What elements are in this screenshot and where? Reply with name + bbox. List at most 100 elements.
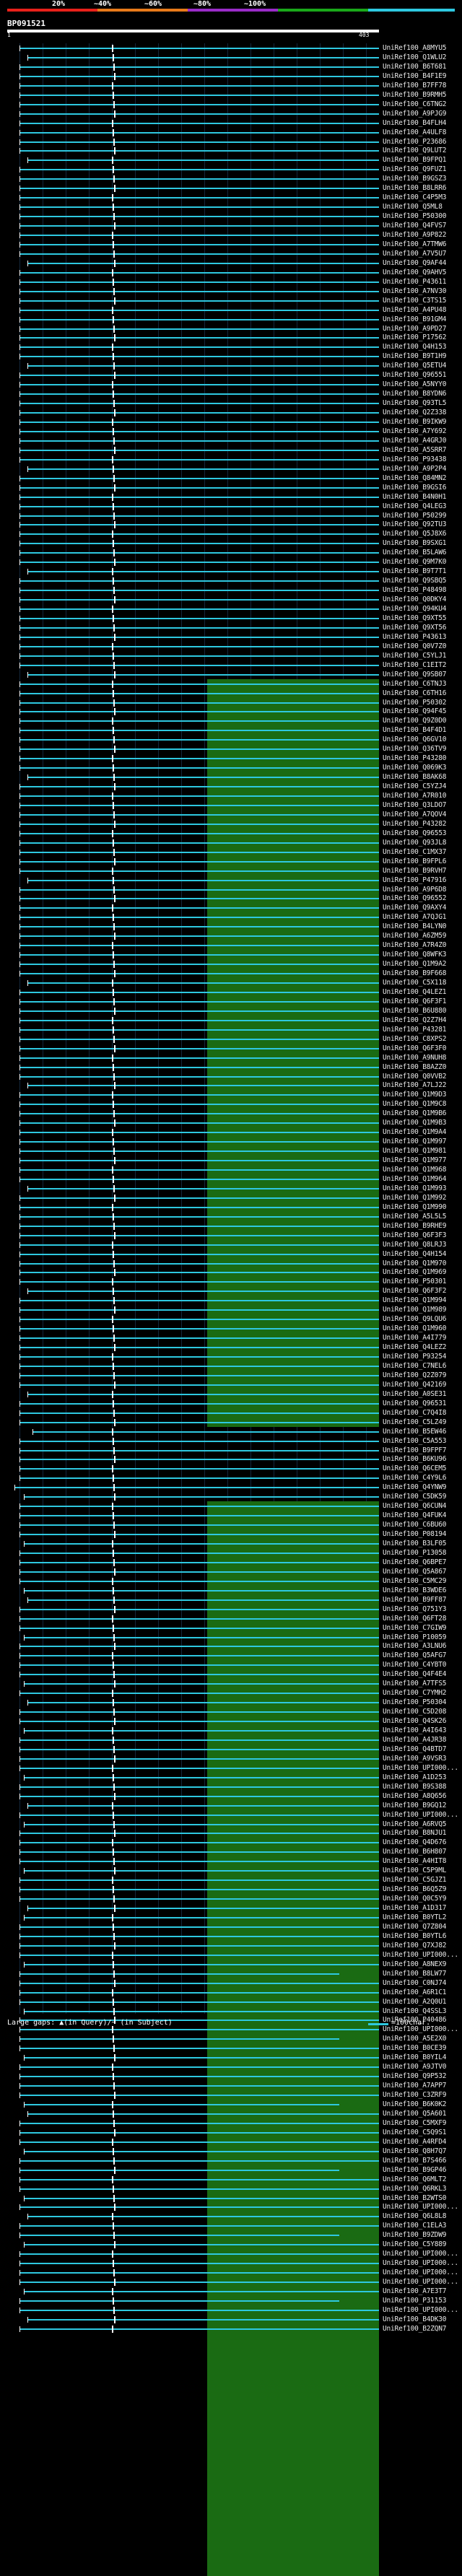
- hit-accession-link[interactable]: UniRef100_C4YBT0: [383, 1661, 447, 1669]
- hit-accession-link[interactable]: UniRef100_Q6L8L8: [383, 2212, 447, 2221]
- hit-accession-link[interactable]: UniRef100_Q0VVB2: [383, 1072, 447, 1080]
- hit-accession-link[interactable]: UniRef100_Q2Z079: [383, 1371, 447, 1379]
- hit-accession-link[interactable]: UniRef100_B6T681: [383, 62, 447, 71]
- hit-accession-link[interactable]: UniRef100_Q1M9C8: [383, 1100, 447, 1109]
- hit-accession-link[interactable]: UniRef100_C6TNG2: [383, 100, 447, 108]
- hit-accession-link[interactable]: UniRef100_A9VSR3: [383, 1754, 447, 1763]
- hit-accession-link[interactable]: UniRef100_Q4BTD7: [383, 1745, 447, 1753]
- hit-accession-link[interactable]: UniRef100_P08194: [383, 1530, 447, 1539]
- hit-accession-link[interactable]: UniRef100_A4PU48: [383, 305, 447, 314]
- hit-accession-link[interactable]: UniRef100_A4JR38: [383, 1735, 447, 1744]
- hit-accession-link[interactable]: UniRef100_C5D208: [383, 1708, 447, 1716]
- hit-accession-link[interactable]: UniRef100_P43613: [383, 632, 447, 641]
- hit-accession-link[interactable]: UniRef100_Q4SSL3: [383, 2007, 447, 2015]
- hit-accession-link[interactable]: UniRef100_B2ZQN7: [383, 2324, 447, 2333]
- hit-accession-link[interactable]: UniRef100_A7TFS5: [383, 1680, 447, 1688]
- hit-accession-link[interactable]: UniRef100_Q94F45: [383, 707, 447, 716]
- hit-accession-link[interactable]: UniRef100_A1D253: [383, 1773, 447, 1781]
- hit-accession-link[interactable]: UniRef100_A3LNU6: [383, 1642, 447, 1651]
- hit-accession-link[interactable]: UniRef100_B9F668: [383, 969, 447, 978]
- hit-accession-link[interactable]: UniRef100_Q7Z804: [383, 1922, 447, 1931]
- hit-accession-link[interactable]: UniRef100_B4F1E9: [383, 71, 447, 80]
- hit-accession-link[interactable]: UniRef100_Q1M992: [383, 1193, 447, 1202]
- hit-accession-link[interactable]: UniRef100_Q1M9A2: [383, 960, 447, 969]
- hit-accession-link[interactable]: UniRef100_Q5ML8: [383, 203, 443, 211]
- hit-accession-link[interactable]: UniRef100_A6R1C1: [383, 1988, 447, 1996]
- hit-accession-link[interactable]: UniRef100_P93254: [383, 1353, 447, 1361]
- hit-accession-link[interactable]: UniRef100_B8AZZ0: [383, 1062, 447, 1071]
- hit-accession-link[interactable]: UniRef100_Q751Y3: [383, 1604, 447, 1613]
- hit-accession-link[interactable]: UniRef100_B6KU96: [383, 1455, 447, 1464]
- hit-accession-link[interactable]: UniRef100_B9FPQ1: [383, 156, 447, 165]
- hit-accession-link[interactable]: UniRef100_A4HIT8: [383, 1857, 447, 1866]
- hit-accession-link[interactable]: UniRef100_C6TH16: [383, 689, 447, 697]
- hit-accession-link[interactable]: UniRef100_B0CE39: [383, 2044, 447, 2053]
- hit-accession-link[interactable]: UniRef100_P93438: [383, 455, 447, 463]
- hit-accession-link[interactable]: UniRef100_C8XPS2: [383, 1034, 447, 1043]
- hit-accession-link[interactable]: UniRef100_Q9LUT2: [383, 147, 447, 155]
- hit-accession-link[interactable]: UniRef100_B9IKW9: [383, 418, 447, 426]
- hit-accession-link[interactable]: UniRef100_B9T1H9: [383, 352, 447, 361]
- hit-accession-link[interactable]: UniRef100_Q5AFG7: [383, 1651, 447, 1660]
- hit-accession-link[interactable]: UniRef100_UPI000...: [383, 2269, 458, 2277]
- hit-accession-link[interactable]: UniRef100_C5Q9S1: [383, 2128, 447, 2136]
- hit-accession-link[interactable]: UniRef100_P50299: [383, 511, 447, 520]
- hit-accession-link[interactable]: UniRef100_B0YIL4: [383, 2053, 447, 2062]
- hit-accession-link[interactable]: UniRef100_Q92TU3: [383, 520, 447, 529]
- hit-accession-link[interactable]: UniRef100_Q1M9D3: [383, 1091, 447, 1099]
- hit-accession-link[interactable]: UniRef100_B6Q5Z9: [383, 1885, 447, 1894]
- hit-accession-link[interactable]: UniRef100_A9P822: [383, 231, 447, 239]
- hit-accession-link[interactable]: UniRef100_Q96551: [383, 371, 447, 380]
- hit-accession-link[interactable]: UniRef100_A9PJG9: [383, 109, 447, 118]
- hit-accession-link[interactable]: UniRef100_Q9FUZ1: [383, 165, 447, 174]
- hit-accession-link[interactable]: UniRef100_UPI000...: [383, 2250, 458, 2258]
- hit-accession-link[interactable]: UniRef100_P17562: [383, 333, 447, 342]
- hit-accession-link[interactable]: UniRef100_Q1M970: [383, 1259, 447, 1267]
- hit-accession-link[interactable]: UniRef100_Q6FT28: [383, 1614, 447, 1623]
- hit-accession-link[interactable]: UniRef100_C5YZJ4: [383, 782, 447, 791]
- hit-accession-link[interactable]: UniRef100_P50300: [383, 212, 447, 221]
- hit-accession-link[interactable]: UniRef100_Q1M993: [383, 1184, 447, 1192]
- hit-accession-link[interactable]: UniRef100_Q1M981: [383, 1147, 447, 1156]
- hit-accession-link[interactable]: UniRef100_P31153: [383, 2296, 447, 2305]
- hit-accession-link[interactable]: UniRef100_Q6MLT2: [383, 2175, 447, 2183]
- hit-accession-link[interactable]: UniRef100_C7YMH2: [383, 1689, 447, 1698]
- hit-accession-link[interactable]: UniRef100_C5DK59: [383, 1493, 447, 1501]
- hit-accession-link[interactable]: UniRef100_P43282: [383, 819, 447, 828]
- hit-accession-link[interactable]: UniRef100_Q9AHV5: [383, 268, 447, 276]
- hit-accession-link[interactable]: UniRef100_Q5J8X6: [383, 530, 447, 538]
- hit-accession-link[interactable]: UniRef100_Q0V7Z0: [383, 642, 447, 650]
- hit-accession-link[interactable]: UniRef100_B4F4D1: [383, 726, 447, 735]
- hit-accession-link[interactable]: UniRef100_Q4H153: [383, 343, 447, 352]
- hit-accession-link[interactable]: UniRef100_C6BU60: [383, 1521, 447, 1529]
- hit-accession-link[interactable]: UniRef100_Q6CUN4: [383, 1502, 447, 1511]
- hit-accession-link[interactable]: UniRef100_A6ZM59: [383, 932, 447, 940]
- hit-accession-link[interactable]: UniRef100_B7FF78: [383, 81, 447, 89]
- hit-accession-link[interactable]: UniRef100_A7LJ22: [383, 1081, 447, 1090]
- hit-accession-link[interactable]: UniRef100_Q4LEG3: [383, 502, 447, 510]
- hit-accession-link[interactable]: UniRef100_Q9M7K0: [383, 558, 447, 567]
- hit-accession-link[interactable]: UniRef100_Q8WFK3: [383, 951, 447, 959]
- hit-accession-link[interactable]: UniRef100_C5P9ML: [383, 1866, 447, 1875]
- hit-accession-link[interactable]: UniRef100_Q7XJ82: [383, 1941, 447, 1950]
- hit-accession-link[interactable]: UniRef100_UPI000...: [383, 2025, 458, 2034]
- hit-accession-link[interactable]: UniRef100_B9RVH7: [383, 866, 447, 875]
- hit-accession-link[interactable]: UniRef100_B4LYN0: [383, 922, 447, 931]
- hit-accession-link[interactable]: UniRef100_Q96552: [383, 894, 447, 903]
- hit-accession-link[interactable]: UniRef100_Q1M964: [383, 1174, 447, 1183]
- hit-accession-link[interactable]: UniRef100_Q84MN2: [383, 473, 447, 482]
- hit-accession-link[interactable]: UniRef100_Q9XT56: [383, 623, 447, 632]
- hit-accession-link[interactable]: UniRef100_UPI000...: [383, 1810, 458, 1819]
- hit-accession-link[interactable]: UniRef100_Q4LEZ2: [383, 1343, 447, 1352]
- hit-accession-link[interactable]: UniRef100_B9FPF7: [383, 1446, 447, 1454]
- hit-accession-link[interactable]: UniRef100_A7Y692: [383, 427, 447, 435]
- hit-accession-link[interactable]: UniRef100_Q5ETU4: [383, 362, 447, 370]
- hit-accession-link[interactable]: UniRef100_A8MYU5: [383, 44, 447, 52]
- hit-accession-link[interactable]: UniRef100_C1EIT2: [383, 660, 447, 669]
- hit-accession-link[interactable]: UniRef100_P50301: [383, 1278, 447, 1286]
- hit-accession-link[interactable]: UniRef100_C5GJZ1: [383, 1876, 447, 1885]
- hit-accession-link[interactable]: UniRef100_A9NUH8: [383, 1053, 447, 1062]
- hit-accession-link[interactable]: UniRef100_Q1M9B6: [383, 1109, 447, 1118]
- hit-accession-link[interactable]: UniRef100_Q4FVS7: [383, 222, 447, 230]
- hit-accession-link[interactable]: UniRef100_C4Y9L6: [383, 1474, 447, 1483]
